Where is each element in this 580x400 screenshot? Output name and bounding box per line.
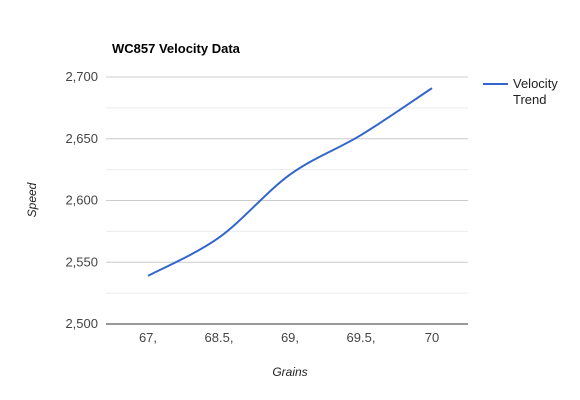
x-axis-ticks: 67, 68.5, 69, 69.5, 70 [139,330,439,345]
x-axis-label: Grains [272,365,307,379]
y-axis-ticks: 2,500 2,550 2,600 2,650 2,700 [65,69,98,331]
y-tick-label: 2,500 [65,316,98,331]
chart-title: WC857 Velocity Data [112,41,241,56]
x-tick-label: 68.5, [205,330,234,345]
y-tick-label: 2,600 [65,193,98,208]
gridlines [106,76,468,325]
y-axis-label: Speed [25,182,39,217]
x-tick-label: 70 [425,330,439,345]
legend[interactable]: Velocity Trend [483,76,558,107]
y-tick-label: 2,700 [65,69,98,84]
series-line-velocity-trend [147,87,433,277]
legend-label-line1: Velocity [513,76,558,91]
x-tick-label: 69, [281,330,299,345]
series-group [147,87,433,277]
legend-label-line2: Trend [513,92,546,107]
x-tick-label: 67, [139,330,157,345]
x-tick-label: 69.5, [347,330,376,345]
y-tick-label: 2,550 [65,254,98,269]
y-tick-label: 2,650 [65,131,98,146]
